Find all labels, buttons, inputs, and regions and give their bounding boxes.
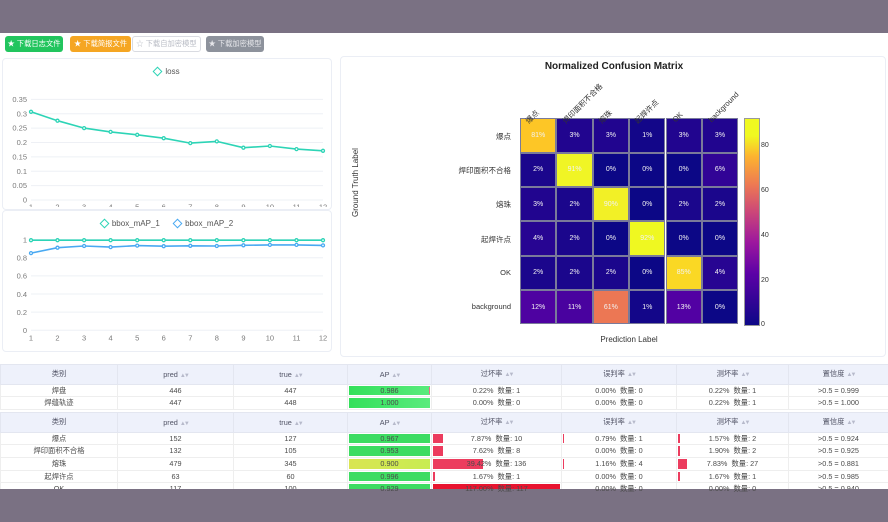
svg-text:5: 5 xyxy=(135,334,139,343)
svg-text:11: 11 xyxy=(293,334,301,343)
svg-text:3: 3 xyxy=(82,203,86,208)
svg-text:9: 9 xyxy=(241,334,245,343)
svg-text:12: 12 xyxy=(319,334,327,343)
svg-text:0.35: 0.35 xyxy=(12,95,27,104)
svg-text:2: 2 xyxy=(55,334,59,343)
svg-text:0: 0 xyxy=(23,326,27,335)
svg-text:8: 8 xyxy=(215,203,219,208)
svg-text:0.4: 0.4 xyxy=(17,290,27,299)
svg-text:5: 5 xyxy=(135,203,139,208)
svg-text:6: 6 xyxy=(162,334,166,343)
svg-text:10: 10 xyxy=(266,334,274,343)
svg-text:0.1: 0.1 xyxy=(17,167,27,176)
svg-text:9: 9 xyxy=(241,203,245,208)
svg-text:0: 0 xyxy=(23,196,27,205)
svg-text:0.3: 0.3 xyxy=(17,109,27,118)
svg-text:2: 2 xyxy=(55,203,59,208)
svg-text:3: 3 xyxy=(82,334,86,343)
svg-text:0.2: 0.2 xyxy=(17,138,27,147)
svg-text:1: 1 xyxy=(29,334,33,343)
svg-text:1: 1 xyxy=(29,203,33,208)
svg-text:0.2: 0.2 xyxy=(17,308,27,317)
svg-text:8: 8 xyxy=(215,334,219,343)
svg-text:10: 10 xyxy=(266,203,274,208)
svg-text:1: 1 xyxy=(23,236,27,245)
svg-text:6: 6 xyxy=(162,203,166,208)
svg-text:11: 11 xyxy=(293,203,301,208)
svg-text:4: 4 xyxy=(109,203,113,208)
svg-text:0.25: 0.25 xyxy=(12,124,27,133)
svg-text:7: 7 xyxy=(188,203,192,208)
svg-text:0.6: 0.6 xyxy=(17,272,27,281)
svg-text:0.15: 0.15 xyxy=(12,153,27,162)
svg-text:0.8: 0.8 xyxy=(17,254,27,263)
svg-text:4: 4 xyxy=(109,334,113,343)
svg-text:12: 12 xyxy=(319,203,327,208)
svg-text:0.05: 0.05 xyxy=(12,181,27,190)
svg-text:7: 7 xyxy=(188,334,192,343)
